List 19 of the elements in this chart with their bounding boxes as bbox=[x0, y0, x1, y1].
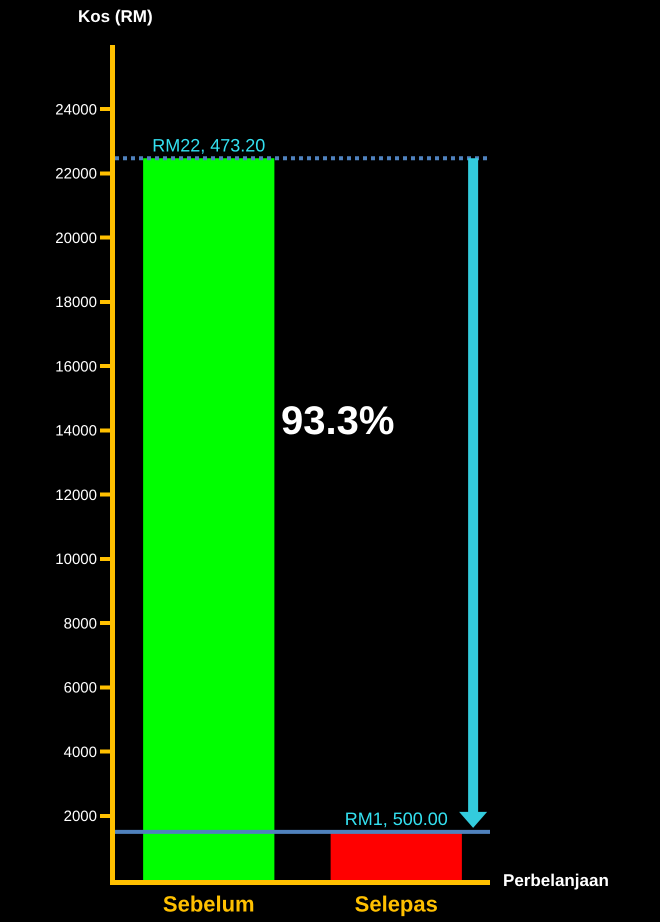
y-tick-label: 20000 bbox=[55, 230, 97, 247]
x-axis-title: Perbelanjaan bbox=[503, 871, 609, 890]
y-tick-label: 18000 bbox=[55, 294, 97, 312]
y-axis-title: Kos (RM) bbox=[78, 7, 153, 26]
y-tick-label: 12000 bbox=[55, 486, 97, 504]
annotation: 93.3% bbox=[281, 399, 394, 443]
y-tick-label: 24000 bbox=[55, 101, 97, 118]
y-tick-label: 4000 bbox=[64, 744, 97, 761]
y-tick-label: 8000 bbox=[64, 615, 97, 632]
data-label: RM22, 473.20 bbox=[152, 135, 266, 156]
y-tick-label: 2000 bbox=[64, 808, 97, 826]
x-tick-label: Sebelum bbox=[162, 891, 255, 916]
y-tick-label: 6000 bbox=[64, 680, 97, 697]
y-tick-label: 16000 bbox=[55, 358, 97, 376]
x-tick-label: Selepas bbox=[354, 891, 438, 916]
y-tick-label: 14000 bbox=[55, 422, 97, 440]
data-label: RM1, 500.00 bbox=[344, 808, 448, 829]
y-tick-label: 10000 bbox=[55, 551, 97, 568]
y-tick-label: 22000 bbox=[55, 166, 97, 183]
